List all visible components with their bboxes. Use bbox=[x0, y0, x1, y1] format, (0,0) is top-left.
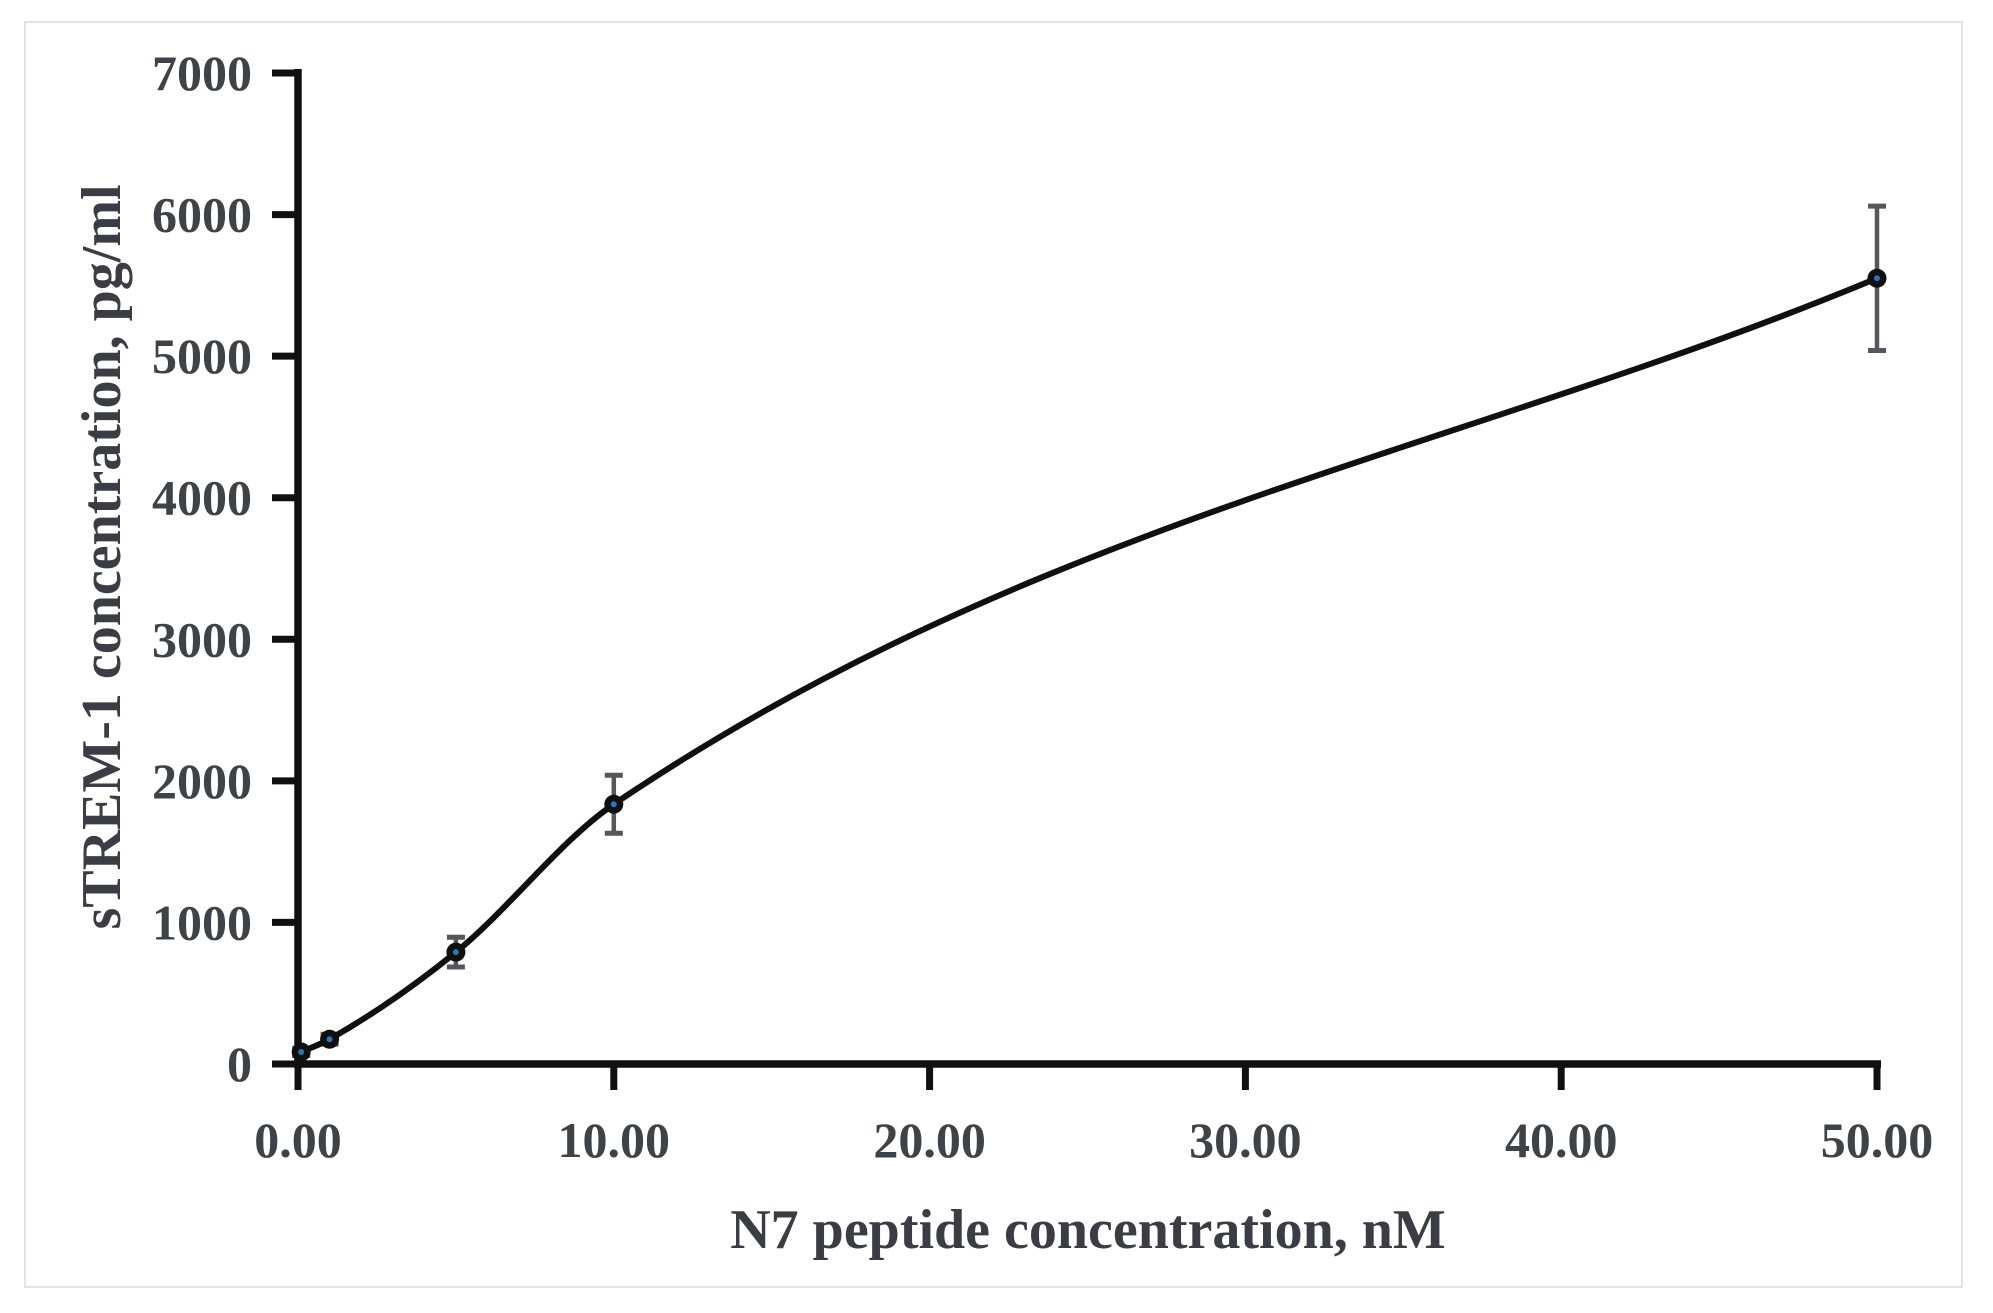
data-markers-layer bbox=[291, 268, 1887, 1062]
x-tick-label: 40.00 bbox=[1505, 1112, 1618, 1168]
x-tick-label: 10.00 bbox=[558, 1112, 671, 1168]
tick-labels-layer: 0.00 10.00 20.00 30.00 40.00 50.00 0 1000 2000 30… bbox=[152, 45, 1933, 1168]
axes-layer bbox=[294, 69, 1881, 1068]
y-tick-label: 1000 bbox=[152, 894, 252, 950]
x-tick-label: 20.00 bbox=[873, 1112, 986, 1168]
y-tick-label: 6000 bbox=[152, 187, 252, 243]
y-tick-label: 5000 bbox=[152, 328, 252, 384]
figure-frame bbox=[24, 21, 1963, 1288]
series-curve-layer bbox=[298, 275, 1880, 1055]
ticks-layer bbox=[272, 69, 1881, 1090]
data-point-marker-center bbox=[452, 949, 459, 956]
x-axis-title: N7 peptide concentration, nM bbox=[730, 1199, 1446, 1261]
x-tick-label: 50.00 bbox=[1821, 1112, 1934, 1168]
data-point-marker-center bbox=[610, 801, 617, 808]
y-tick-label: 3000 bbox=[152, 611, 252, 667]
error-bars-layer bbox=[292, 203, 1886, 1059]
y-tick-label: 7000 bbox=[152, 45, 252, 101]
y-tick-label: 2000 bbox=[152, 753, 252, 809]
series-smooth-line bbox=[298, 275, 1880, 1055]
y-tick-label: 4000 bbox=[152, 470, 252, 526]
data-point-marker-center bbox=[326, 1036, 333, 1043]
data-point-marker-center bbox=[298, 1048, 305, 1055]
data-point-marker-center bbox=[1874, 275, 1880, 282]
x-tick-label: 30.00 bbox=[1189, 1112, 1302, 1168]
x-tick-label: 0.00 bbox=[254, 1112, 342, 1168]
y-tick-label: 0 bbox=[227, 1036, 252, 1092]
y-axis-title: sTREM-1 concentration, pg/ml bbox=[71, 184, 133, 930]
